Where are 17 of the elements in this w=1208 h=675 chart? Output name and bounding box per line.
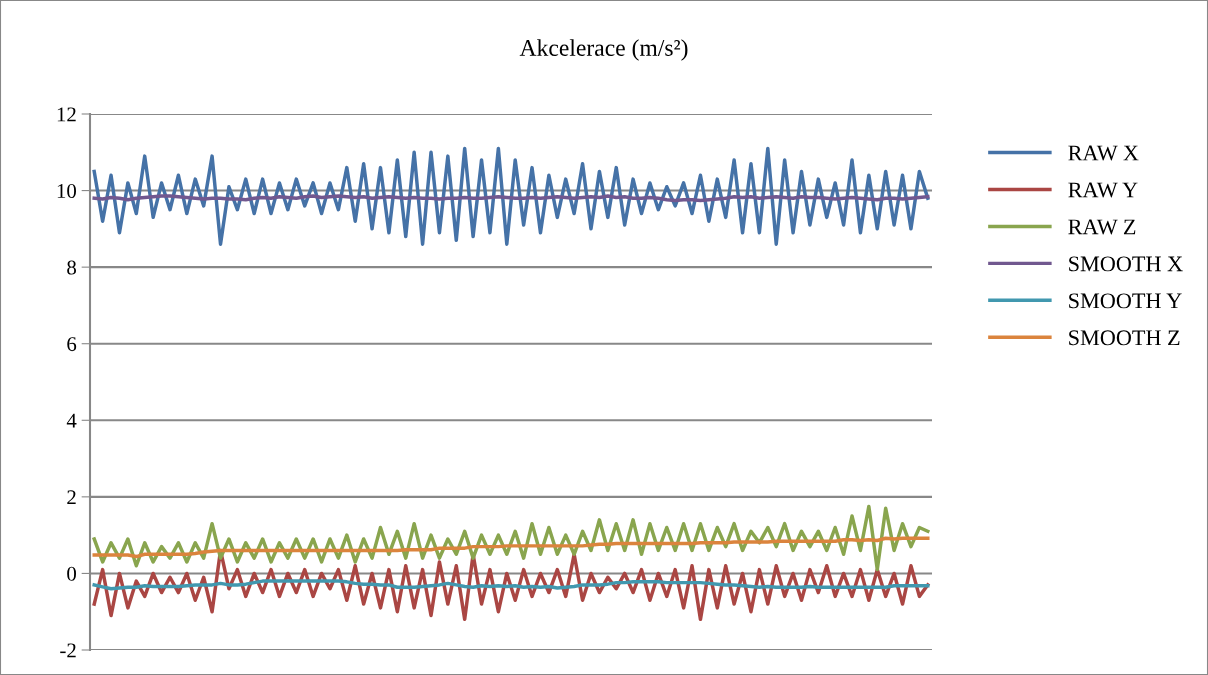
y-tick-label: 4 xyxy=(66,413,77,428)
legend-label: RAW Y xyxy=(1068,182,1138,198)
legend-label: SMOOTH X xyxy=(1069,256,1183,272)
y-tick-label: 6 xyxy=(67,337,77,352)
y-tick-label: 2 xyxy=(67,490,76,505)
line-series xyxy=(92,579,930,591)
y-tick-label: -2 xyxy=(60,643,76,658)
y-tick-label: 8 xyxy=(67,260,77,275)
legend-label: RAW X xyxy=(1068,145,1139,161)
legend-label: SMOOTH Y xyxy=(1069,293,1182,309)
y-tick-label: 0 xyxy=(67,566,77,581)
legend-label: SMOOTH Z xyxy=(1069,330,1180,346)
legend-label: RAW Z xyxy=(1068,219,1136,235)
chart-title: Akcelerace (m/s²) xyxy=(519,39,688,61)
line-series xyxy=(92,536,930,559)
y-tick-label: 10 xyxy=(57,183,77,198)
y-tick-label: 12 xyxy=(57,107,76,122)
